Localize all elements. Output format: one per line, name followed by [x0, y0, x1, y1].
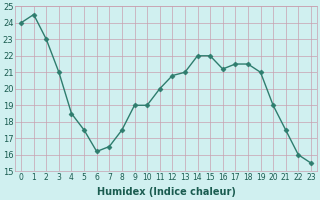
X-axis label: Humidex (Indice chaleur): Humidex (Indice chaleur) — [97, 187, 236, 197]
